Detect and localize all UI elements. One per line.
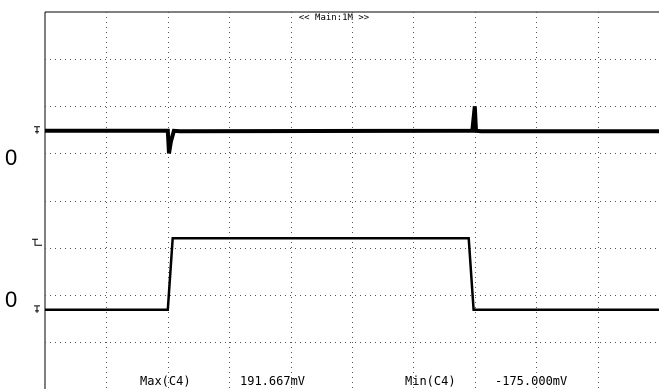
trigger-level-icon bbox=[32, 238, 42, 246]
graticule bbox=[44, 11, 659, 389]
measurement-max-value: 191.667mV bbox=[240, 374, 305, 388]
ground-marker-icon-ch-upper bbox=[34, 126, 40, 134]
ground-marker-icon-ch-lower bbox=[34, 305, 40, 313]
trace-ch-lower bbox=[45, 236, 659, 312]
zoom-label: << Main:1M >> bbox=[299, 13, 370, 23]
measurement-min-value: -175.000mV bbox=[495, 374, 567, 388]
ground-markers bbox=[32, 126, 42, 313]
ground-label-ch-lower: 0 bbox=[5, 287, 17, 312]
measurement-min-label: Min(C4) bbox=[405, 374, 456, 388]
trace-ch-upper bbox=[45, 106, 659, 154]
measurement-max-label: Max(C4) bbox=[140, 374, 191, 388]
ground-label-ch-upper: 0 bbox=[5, 145, 17, 170]
traces bbox=[45, 106, 659, 312]
